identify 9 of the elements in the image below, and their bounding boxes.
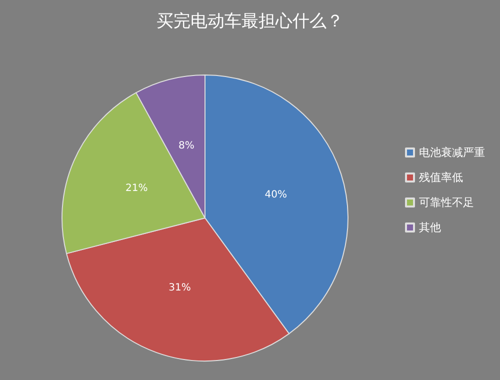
data-label: 31%: [168, 282, 191, 294]
data-label: 21%: [126, 182, 148, 194]
chart-title: 买完电动车最担心什么？: [156, 12, 344, 32]
data-label: 40%: [264, 189, 287, 200]
data-label: 8%: [178, 140, 194, 152]
legend-label: 可靠性不足: [419, 196, 474, 209]
legend-label: 电池衰减严重: [419, 146, 485, 159]
legend-label: 其他: [419, 221, 441, 234]
legend-label: 残值率低: [419, 171, 463, 184]
